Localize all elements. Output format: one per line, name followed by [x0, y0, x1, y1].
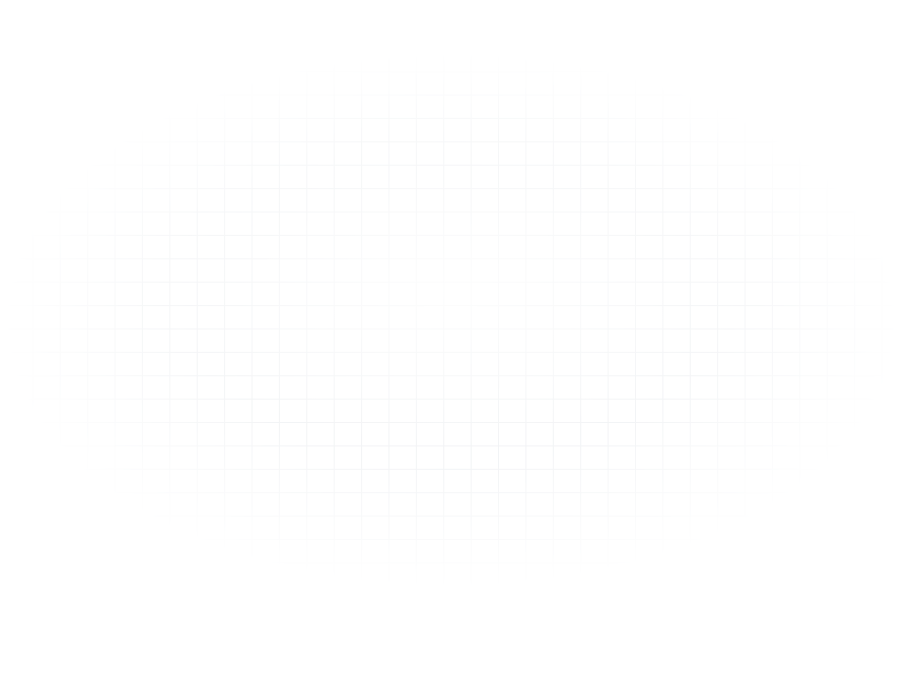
background-grid [0, 0, 902, 690]
grid-canvas [0, 0, 902, 690]
